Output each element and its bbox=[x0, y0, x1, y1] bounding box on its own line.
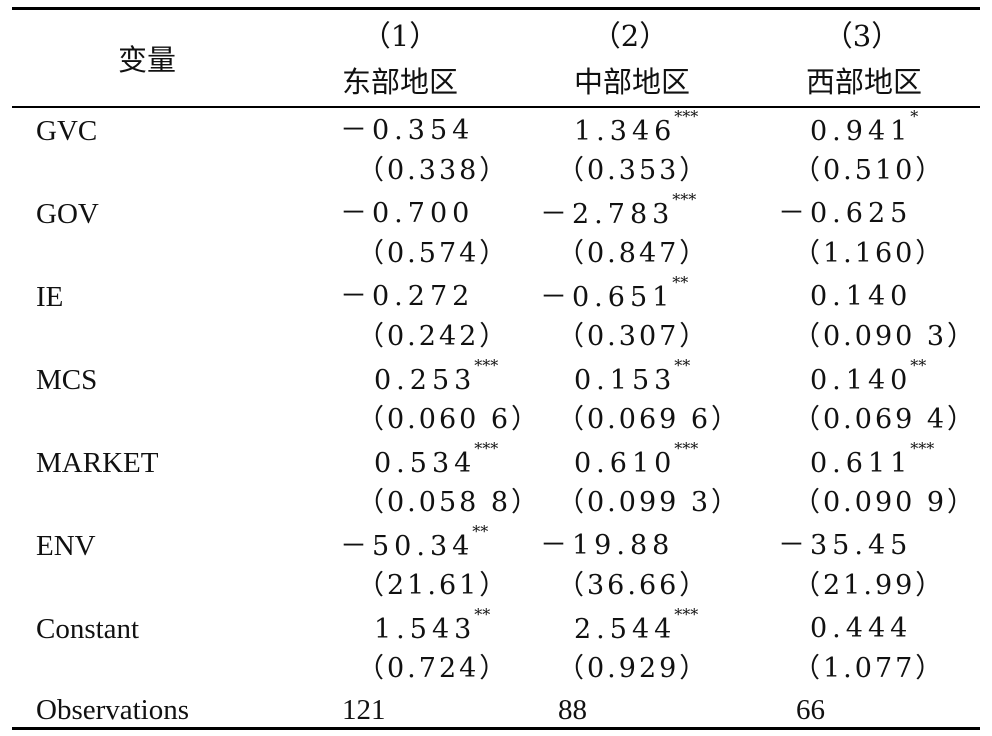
row-label: IE bbox=[36, 281, 64, 313]
coefficient-cell: －0.700 bbox=[340, 200, 474, 227]
coefficient-value: 1.543 bbox=[374, 614, 477, 645]
standard-error-cell: （0.338） bbox=[357, 155, 510, 186]
significance-stars: ** bbox=[672, 273, 689, 292]
standard-error-cell: （0.574） bbox=[357, 238, 510, 269]
standard-error-cell: （0.307） bbox=[557, 321, 710, 352]
coefficient-cell: 0.611*** bbox=[810, 441, 934, 479]
coefficient-value: 0.140 bbox=[810, 365, 913, 396]
coefficient-cell: 0.253*** bbox=[374, 358, 498, 396]
coefficient-value: 0.253 bbox=[374, 365, 477, 396]
column-number-3: （3） bbox=[823, 19, 901, 53]
standard-error-cell: （0.724） bbox=[357, 653, 510, 684]
observations-col-2: 88 bbox=[558, 694, 587, 726]
standard-error-cell: （0.090 9） bbox=[793, 487, 978, 518]
significance-stars: *** bbox=[674, 605, 699, 624]
standard-error-cell: （0.058 8） bbox=[357, 487, 542, 518]
row-label: ENV bbox=[36, 530, 96, 562]
row-label: GVC bbox=[36, 115, 98, 147]
coefficient-value: 0.140 bbox=[810, 281, 913, 312]
observations-col-1: 121 bbox=[342, 694, 386, 726]
standard-error-cell: （0.353） bbox=[557, 155, 710, 186]
standard-error-cell: （0.099 3） bbox=[557, 487, 742, 518]
column-name-west: 西部地区 bbox=[805, 65, 923, 99]
coefficient-value: 0.610 bbox=[574, 448, 677, 479]
standard-error-cell: （0.929） bbox=[557, 653, 710, 684]
coefficient-value: 1.346 bbox=[574, 116, 677, 147]
top-rule bbox=[12, 7, 980, 10]
coefficient-cell: 1.543** bbox=[374, 607, 490, 645]
coefficient-cell: 0.140 bbox=[810, 283, 912, 310]
coefficient-value: －0.354 bbox=[340, 115, 475, 146]
header-rule bbox=[12, 106, 980, 108]
coefficient-value: 2.544 bbox=[574, 614, 677, 645]
coefficient-cell: 0.941* bbox=[810, 109, 918, 147]
significance-stars: ** bbox=[474, 605, 491, 624]
coefficient-value: 0.444 bbox=[810, 613, 913, 644]
row-label: MARKET bbox=[36, 447, 159, 479]
standard-error-cell: （0.069 4） bbox=[793, 404, 978, 435]
standard-error-cell: （21.99） bbox=[793, 570, 946, 601]
row-label: GOV bbox=[36, 198, 99, 230]
variable-header: 变量 bbox=[118, 43, 177, 77]
observations-col-3: 66 bbox=[796, 694, 825, 726]
coefficient-cell: －0.625 bbox=[778, 200, 912, 227]
significance-stars: ** bbox=[674, 356, 691, 375]
coefficient-cell: －19.88 bbox=[540, 532, 674, 559]
coefficient-value: －0.625 bbox=[778, 198, 913, 229]
coefficient-value: －35.45 bbox=[778, 530, 913, 561]
standard-error-cell: （0.242） bbox=[357, 321, 510, 352]
coefficient-value: －0.651 bbox=[540, 282, 675, 313]
standard-error-cell: （1.077） bbox=[793, 653, 946, 684]
significance-stars: *** bbox=[474, 439, 499, 458]
significance-stars: ** bbox=[472, 522, 489, 541]
observations-label: Observations bbox=[36, 694, 190, 726]
row-label: Constant bbox=[36, 613, 140, 645]
coefficient-cell: 0.140** bbox=[810, 358, 926, 396]
significance-stars: *** bbox=[674, 107, 699, 126]
coefficient-value: －19.88 bbox=[540, 530, 675, 561]
column-number-2: （2） bbox=[591, 19, 669, 53]
coefficient-cell: －35.45 bbox=[778, 532, 912, 559]
standard-error-cell: （21.61） bbox=[357, 570, 510, 601]
coefficient-cell: －2.783*** bbox=[540, 192, 696, 230]
significance-stars: *** bbox=[910, 439, 935, 458]
standard-error-cell: （0.060 6） bbox=[357, 404, 542, 435]
coefficient-cell: －50.34** bbox=[340, 524, 488, 562]
standard-error-cell: （1.160） bbox=[793, 238, 946, 269]
coefficient-value: 0.534 bbox=[374, 448, 477, 479]
significance-stars: *** bbox=[474, 356, 499, 375]
coefficient-cell: 0.153** bbox=[574, 358, 690, 396]
coefficient-value: 0.153 bbox=[574, 365, 677, 396]
column-name-east: 东部地区 bbox=[341, 65, 459, 99]
coefficient-cell: －0.272 bbox=[340, 283, 474, 310]
row-label: MCS bbox=[36, 364, 98, 396]
standard-error-cell: （36.66） bbox=[557, 570, 710, 601]
significance-stars: *** bbox=[672, 190, 697, 209]
coefficient-value: －0.272 bbox=[340, 281, 475, 312]
bottom-rule bbox=[12, 727, 980, 730]
coefficient-value: －50.34 bbox=[340, 531, 475, 562]
coefficient-value: －2.783 bbox=[540, 199, 675, 230]
coefficient-cell: 2.544*** bbox=[574, 607, 698, 645]
coefficient-value: －0.700 bbox=[340, 198, 475, 229]
significance-stars: * bbox=[910, 107, 919, 126]
column-number-1: （1） bbox=[361, 19, 439, 53]
coefficient-value: 0.611 bbox=[810, 448, 913, 479]
column-name-central: 中部地区 bbox=[573, 65, 691, 99]
coefficient-cell: 0.610*** bbox=[574, 441, 698, 479]
standard-error-cell: （0.090 3） bbox=[793, 321, 978, 352]
coefficient-cell: 0.444 bbox=[810, 615, 912, 642]
significance-stars: *** bbox=[674, 439, 699, 458]
coefficient-cell: －0.354 bbox=[340, 117, 474, 144]
coefficient-cell: 0.534*** bbox=[374, 441, 498, 479]
coefficient-cell: 1.346*** bbox=[574, 109, 698, 147]
coefficient-cell: －0.651** bbox=[540, 275, 688, 313]
significance-stars: ** bbox=[910, 356, 927, 375]
standard-error-cell: （0.847） bbox=[557, 238, 710, 269]
standard-error-cell: （0.069 6） bbox=[557, 404, 742, 435]
standard-error-cell: （0.510） bbox=[793, 155, 946, 186]
coefficient-value: 0.941 bbox=[810, 116, 913, 147]
